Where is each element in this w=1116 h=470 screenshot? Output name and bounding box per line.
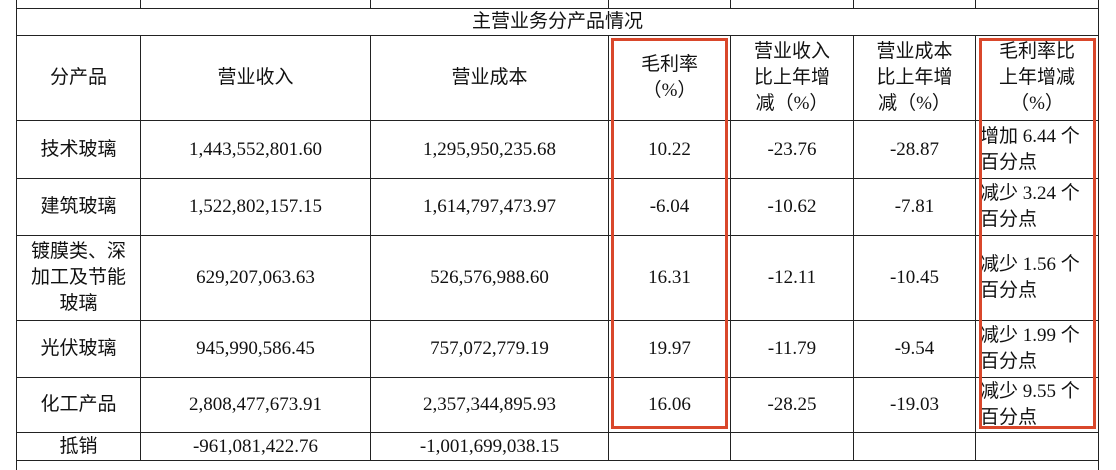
- data-row: 抵销 -961,081,422.76 -1,001,699,038.15: [16, 432, 1099, 461]
- partial-row: [16, 460, 1099, 470]
- data-cell: 629,207,063.63: [140, 235, 371, 321]
- data-cell: -6.04: [608, 178, 731, 236]
- data-cell: -961,081,422.76: [140, 432, 371, 461]
- data-cell: -10.62: [730, 178, 854, 236]
- data-cell: 526,576,988.60: [370, 235, 609, 321]
- header-cell: 毛利率比上年增减（%）: [975, 35, 1099, 121]
- data-cell: 减少 9.55 个百分点: [975, 377, 1099, 433]
- data-cell: -28.87: [853, 120, 976, 179]
- data-cell: 1,295,950,235.68: [370, 120, 609, 179]
- partial-cell: [16, 460, 1099, 470]
- data-cell: -23.76: [730, 120, 854, 179]
- data-cell: 技术玻璃: [16, 120, 141, 179]
- header-cell: 营业成本比上年增减（%）: [853, 35, 976, 121]
- header-cell: 毛利率（%）: [608, 35, 731, 121]
- header-cell: 分产品: [16, 35, 141, 121]
- data-cell: 1,443,552,801.60: [140, 120, 371, 179]
- data-cell: 2,357,344,895.93: [370, 377, 609, 433]
- data-cell: 757,072,779.19: [370, 320, 609, 378]
- data-cell: -12.11: [730, 235, 854, 321]
- header-cell: 营业收入: [140, 35, 371, 121]
- data-cell: 化工产品: [16, 377, 141, 433]
- data-row: 化工产品 2,808,477,673.91 2,357,344,895.93 16.0…: [16, 377, 1099, 433]
- highlight-box: [979, 38, 1096, 429]
- header-cell: 营业成本: [370, 35, 609, 121]
- data-row: 建筑玻璃 1,522,802,157.15 1,614,797,473.97 -6.0…: [16, 178, 1099, 236]
- data-cell: -11.79: [730, 320, 854, 378]
- header-cell: 营业收入比上年增减（%）: [730, 35, 854, 121]
- data-cell: -1,001,699,038.15: [370, 432, 609, 461]
- data-cell: 光伏玻璃: [16, 320, 141, 378]
- data-cell: -19.03: [853, 377, 976, 433]
- data-cell: 增加 6.44 个百分点: [975, 120, 1099, 179]
- data-cell: [608, 432, 731, 461]
- data-row: 光伏玻璃 945,990,586.45 757,072,779.19 19.97 -11…: [16, 320, 1099, 378]
- data-cell: 抵销: [16, 432, 141, 461]
- partial-row: [16, 0, 1099, 9]
- data-cell: 1,614,797,473.97: [370, 178, 609, 236]
- data-cell: 945,990,586.45: [140, 320, 371, 378]
- data-cell: 减少 1.56 个百分点: [975, 235, 1099, 321]
- data-cell: 2,808,477,673.91: [140, 377, 371, 433]
- data-cell: 减少 1.99 个百分点: [975, 320, 1099, 378]
- product-table: 主营业务分产品情况 分产品 营业收入 营业成本 毛利率（%） 营业收入比上年增减（%）营…: [16, 0, 1099, 470]
- data-cell: [730, 432, 854, 461]
- data-cell: -9.54: [853, 320, 976, 378]
- data-row: 技术玻璃 1,443,552,801.60 1,295,950,235.68 10.2…: [16, 120, 1099, 179]
- data-cell: -28.25: [730, 377, 854, 433]
- data-cell: [853, 432, 976, 461]
- title-row: 主营业务分产品情况: [16, 8, 1099, 36]
- data-cell: -10.45: [853, 235, 976, 321]
- header-row: 分产品 营业收入 营业成本 毛利率（%） 营业收入比上年增减（%） 营业成本比上年增减（%…: [16, 35, 1099, 121]
- highlight-box: [611, 38, 728, 429]
- data-cell: 19.97: [608, 320, 731, 378]
- table-title: 主营业务分产品情况: [16, 8, 1099, 36]
- data-cell: [975, 432, 1099, 461]
- data-cell: 减少 3.24 个百分点: [975, 178, 1099, 236]
- data-row: 镀膜类、深加工及节能玻璃 629,207,063.63 526,576,988.60…: [16, 235, 1099, 321]
- data-cell: 镀膜类、深加工及节能玻璃: [16, 235, 141, 321]
- data-cell: 1,522,802,157.15: [140, 178, 371, 236]
- data-cell: 建筑玻璃: [16, 178, 141, 236]
- data-cell: -7.81: [853, 178, 976, 236]
